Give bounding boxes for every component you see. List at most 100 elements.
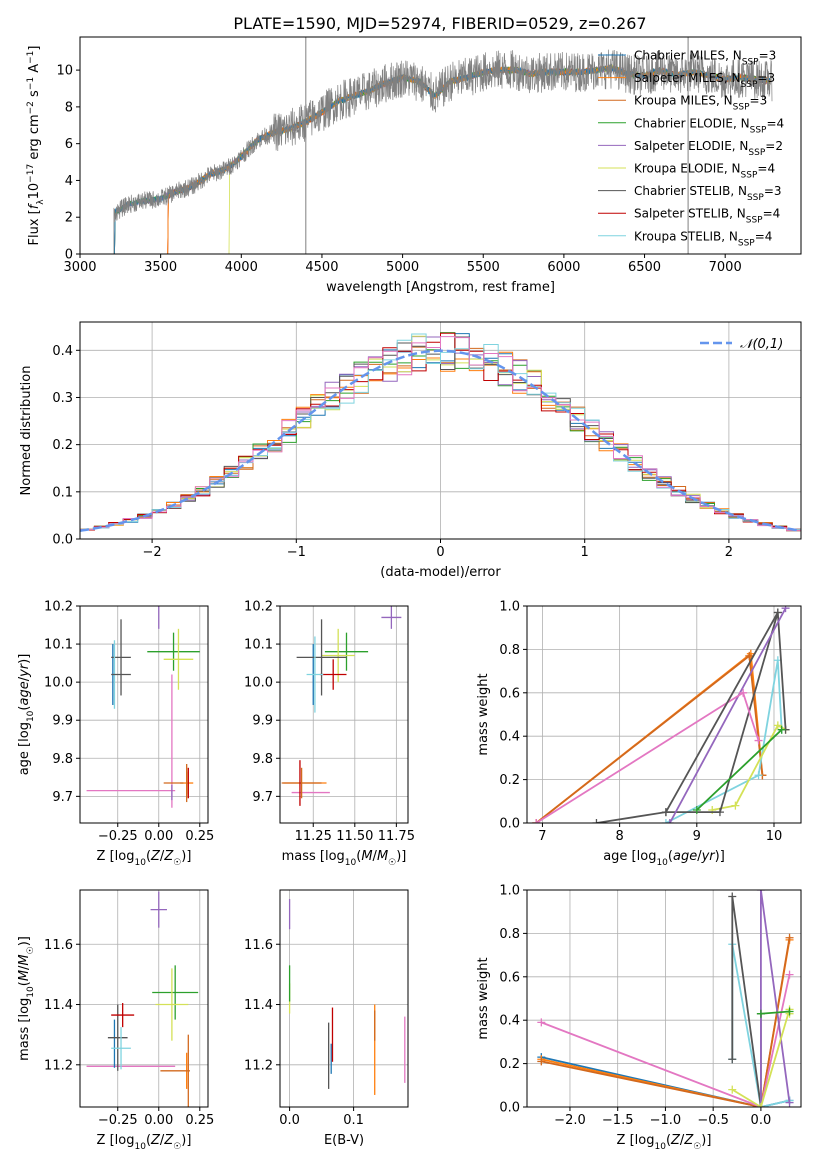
label-part: ] bbox=[27, 46, 42, 51]
label-part: SSP bbox=[748, 148, 765, 158]
plot-area bbox=[86, 606, 200, 808]
label-part: mass weight bbox=[476, 957, 491, 1039]
label-part: 10 bbox=[345, 858, 357, 868]
weight-marker bbox=[537, 1057, 546, 1066]
x-tick-label: 4500 bbox=[305, 260, 338, 275]
label-part: Chabrier ELODIE, N bbox=[634, 116, 750, 130]
x-tick-label: 2 bbox=[725, 545, 733, 560]
label-part: Z [log bbox=[97, 1133, 135, 1148]
weight-marker bbox=[756, 890, 765, 894]
weight-line bbox=[696, 729, 783, 811]
plot-area bbox=[80, 332, 801, 532]
label-part: age bbox=[17, 681, 32, 705]
normal-curve bbox=[80, 349, 799, 532]
label-part: 10 bbox=[656, 858, 668, 868]
weight-marker bbox=[773, 721, 782, 730]
y-tick-label: 9.9 bbox=[252, 714, 273, 729]
x-tick-label: 6500 bbox=[628, 260, 661, 275]
label-part: M bbox=[361, 849, 372, 864]
panel-mass_vs_ebv: 0.0 0.1 11.2 11.4 11.6 E(B-V) bbox=[244, 889, 409, 1148]
weight-marker bbox=[692, 805, 701, 814]
label-part: 10 bbox=[654, 1142, 666, 1152]
label-part: Flux [ bbox=[27, 209, 42, 245]
label-part: )] bbox=[181, 1133, 191, 1148]
y-tick-label: 9.8 bbox=[52, 752, 73, 767]
panel-age_vs_mass: 11.25 11.50 11.75 9.7 9.8 9.9 10.0 10.1 10.2 mass… bbox=[244, 600, 415, 869]
axes-frame bbox=[279, 605, 409, 824]
label-part: −1 bbox=[26, 77, 36, 90]
y-tick-label: 0.6 bbox=[499, 970, 520, 985]
x-tick-label: −1.5 bbox=[602, 1113, 634, 1128]
y-axis-label: Normed distribution bbox=[19, 366, 34, 496]
label-part: ( bbox=[146, 1133, 151, 1148]
label-part: SSP bbox=[750, 125, 767, 135]
label-part: / bbox=[373, 849, 378, 864]
x-tick-label: 0.25 bbox=[185, 1113, 214, 1128]
x-tick-label: 1 bbox=[581, 545, 589, 560]
label-part: age [log bbox=[17, 722, 32, 775]
x-axis-label: Z [log10(Z/Z☉)] bbox=[97, 1133, 192, 1152]
x-tick-label: −2 bbox=[143, 545, 162, 560]
x-tick-label: 11.50 bbox=[336, 829, 373, 844]
plot-layer: 3000 3500 4000 4500 5000 5500 6000 6500 7000 0 2 4 6… bbox=[17, 36, 802, 1152]
x-tick-label: 0.1 bbox=[343, 1113, 364, 1128]
x-tick-label: 6000 bbox=[547, 260, 580, 275]
label-part: Z bbox=[163, 849, 174, 864]
y-tick-label: 9.9 bbox=[52, 714, 73, 729]
y-tick-label: 9.8 bbox=[252, 752, 273, 767]
weight-marker bbox=[728, 892, 737, 901]
label-part: ☉ bbox=[693, 1142, 701, 1152]
y-tick-label: 8 bbox=[65, 100, 73, 115]
axes-frame bbox=[79, 36, 802, 255]
legend-entry: Chabrier MILES, NSSP=3 bbox=[634, 49, 776, 68]
label-part: yr bbox=[17, 662, 32, 678]
weight-line bbox=[731, 896, 762, 1107]
label-part: mass [log bbox=[17, 998, 32, 1061]
weight-marker bbox=[785, 1007, 794, 1016]
weight-line bbox=[669, 607, 787, 823]
y-tick-label: 10.2 bbox=[44, 600, 73, 615]
weight-marker bbox=[785, 1098, 794, 1107]
label-part: Z [log bbox=[97, 849, 135, 864]
label-part: =2 bbox=[765, 139, 783, 153]
y-tick-label: 9.7 bbox=[52, 790, 73, 805]
y-tick-label: 10.0 bbox=[244, 676, 273, 691]
x-axis-label: wavelength [Angstrom, rest frame] bbox=[326, 280, 555, 295]
panel-age_vs_Z: −0.25 0.00 0.25 9.7 9.8 9.9 10.0 10.1 10.2 Z [log… bbox=[17, 600, 214, 869]
y-tick-label: 0.2 bbox=[52, 438, 73, 453]
label-part: erg cm bbox=[27, 114, 42, 163]
x-tick-label: 10 bbox=[766, 829, 783, 844]
y-tick-label: 0.8 bbox=[499, 927, 520, 942]
label-part: λ bbox=[36, 199, 46, 205]
x-tick-label: −1.0 bbox=[650, 1113, 682, 1128]
y-tick-label: 0.0 bbox=[499, 1101, 520, 1116]
x-tick-label: −0.5 bbox=[697, 1113, 729, 1128]
weight-marker bbox=[773, 608, 782, 617]
label-part: (data-model)/error bbox=[380, 565, 501, 580]
plot-area bbox=[281, 606, 402, 806]
label-part: ( bbox=[146, 849, 151, 864]
label-part: E(B-V) bbox=[324, 1133, 364, 1148]
x-tick-label: 8 bbox=[615, 829, 623, 844]
x-tick-label: 0.0 bbox=[751, 1113, 772, 1128]
label-part: A bbox=[27, 64, 42, 77]
weight-marker bbox=[756, 1009, 765, 1018]
axes-frame bbox=[279, 889, 409, 1108]
label-part: Chabrier MILES, N bbox=[634, 49, 742, 63]
label-part: ( bbox=[666, 1133, 671, 1148]
y-tick-label: 11.2 bbox=[44, 1058, 73, 1073]
y-tick-label: 0.4 bbox=[499, 1014, 520, 1029]
label-part: / bbox=[160, 1133, 165, 1148]
label-part: =4 bbox=[757, 162, 775, 176]
weight-marker bbox=[661, 819, 670, 823]
label-part: =3 bbox=[757, 71, 775, 85]
legend-entry: Chabrier STELIB, NSSP=3 bbox=[634, 184, 782, 203]
axes-frame bbox=[79, 889, 209, 1108]
panel-residuals: −2 −1 0 1 2 0.0 0.1 0.2 0.3 0.4 (data-model)/error… bbox=[19, 321, 802, 580]
weight-marker bbox=[754, 771, 763, 780]
x-tick-label: −1 bbox=[287, 545, 306, 560]
x-tick-label: −2.0 bbox=[554, 1113, 586, 1128]
y-tick-label: 2 bbox=[65, 211, 73, 226]
label-part: 10 bbox=[26, 986, 36, 998]
